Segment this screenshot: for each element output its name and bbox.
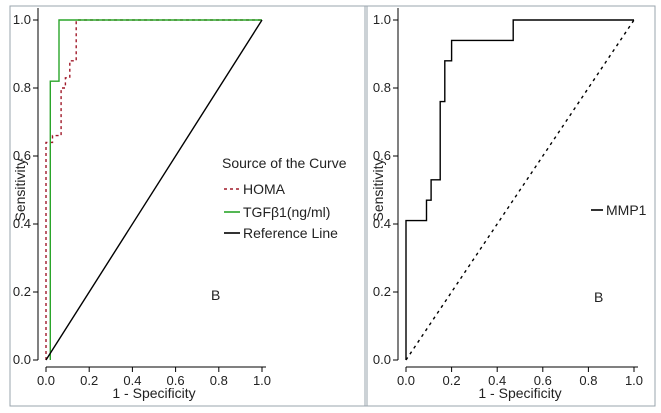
x-tick-label: 0.6 — [167, 373, 185, 388]
chart-panel-2: 0.0 0.2 0.4 0.6 0.8 1.0 0.0 0.2 0.4 0.6 0.8 1.0 Sens… — [364, 5, 656, 407]
panel-letter: B — [594, 289, 603, 305]
x-axis-title: 1 - Specificity — [112, 385, 195, 401]
legend-entry: HOMA — [243, 181, 286, 197]
series-line-diagonal — [405, 19, 635, 361]
series-line-homa — [45, 19, 262, 360]
x-tick-label: 1.0 — [253, 373, 271, 388]
y-tick-label: 0.0 — [373, 352, 391, 367]
series-line-tgf-1-ng-ml- — [49, 19, 262, 360]
x-tick-label: 0.2 — [443, 373, 461, 388]
y-tick-label: 0.6 — [13, 148, 31, 163]
y-tick-label: 0.2 — [13, 284, 31, 299]
panel-letter: B — [211, 287, 220, 303]
x-axis-title: 1 - Specificity — [478, 385, 561, 401]
x-tick-label: 0.2 — [80, 373, 98, 388]
y-tick-label: 0.0 — [13, 352, 31, 367]
y-tick-label: 0.2 — [373, 284, 391, 299]
y-axis-title: Sensitivity — [370, 158, 386, 221]
legend-entry: MMP1 — [606, 202, 647, 218]
panel-border — [364, 5, 656, 407]
chart-panel-1: 0.0 0.2 0.4 0.6 0.8 1.0 0.0 0.2 0.4 0.6 0.8 1.0 Sens… — [9, 5, 368, 407]
y-tick-label: 0.8 — [373, 80, 391, 95]
y-tick-label: 0.8 — [13, 80, 31, 95]
series-line-mmp1 — [405, 19, 634, 360]
x-tick-label: 0.0 — [37, 373, 55, 388]
series-line-reference-line — [45, 19, 263, 361]
x-tick-label: 0.0 — [397, 373, 415, 388]
y-tick-label: 1.0 — [13, 12, 31, 27]
x-tick-label: 0.4 — [488, 373, 506, 388]
y-axis-title: Sensitivity — [12, 158, 28, 221]
legend-entry: Reference Line — [243, 225, 338, 241]
x-tick-label: 0.4 — [123, 373, 141, 388]
x-tick-label: 1.0 — [625, 373, 643, 388]
legend: Source of the Curve HOMA TGFβ1(ng/ml) Refer… — [222, 155, 347, 241]
x-tick-label: 0.6 — [534, 373, 552, 388]
panel-border — [9, 5, 368, 407]
y-tick-label: 0.6 — [373, 148, 391, 163]
legend-title: Source of the Curve — [222, 155, 347, 171]
legend: MMP1 — [591, 202, 647, 218]
y-tick-label: 1.0 — [373, 12, 391, 27]
x-tick-label: 0.8 — [579, 373, 597, 388]
y-tick-label: 0.4 — [373, 216, 391, 231]
legend-entry: TGFβ1(ng/ml) — [243, 204, 330, 220]
y-tick-label: 0.4 — [13, 216, 31, 231]
x-tick-label: 0.8 — [210, 373, 228, 388]
